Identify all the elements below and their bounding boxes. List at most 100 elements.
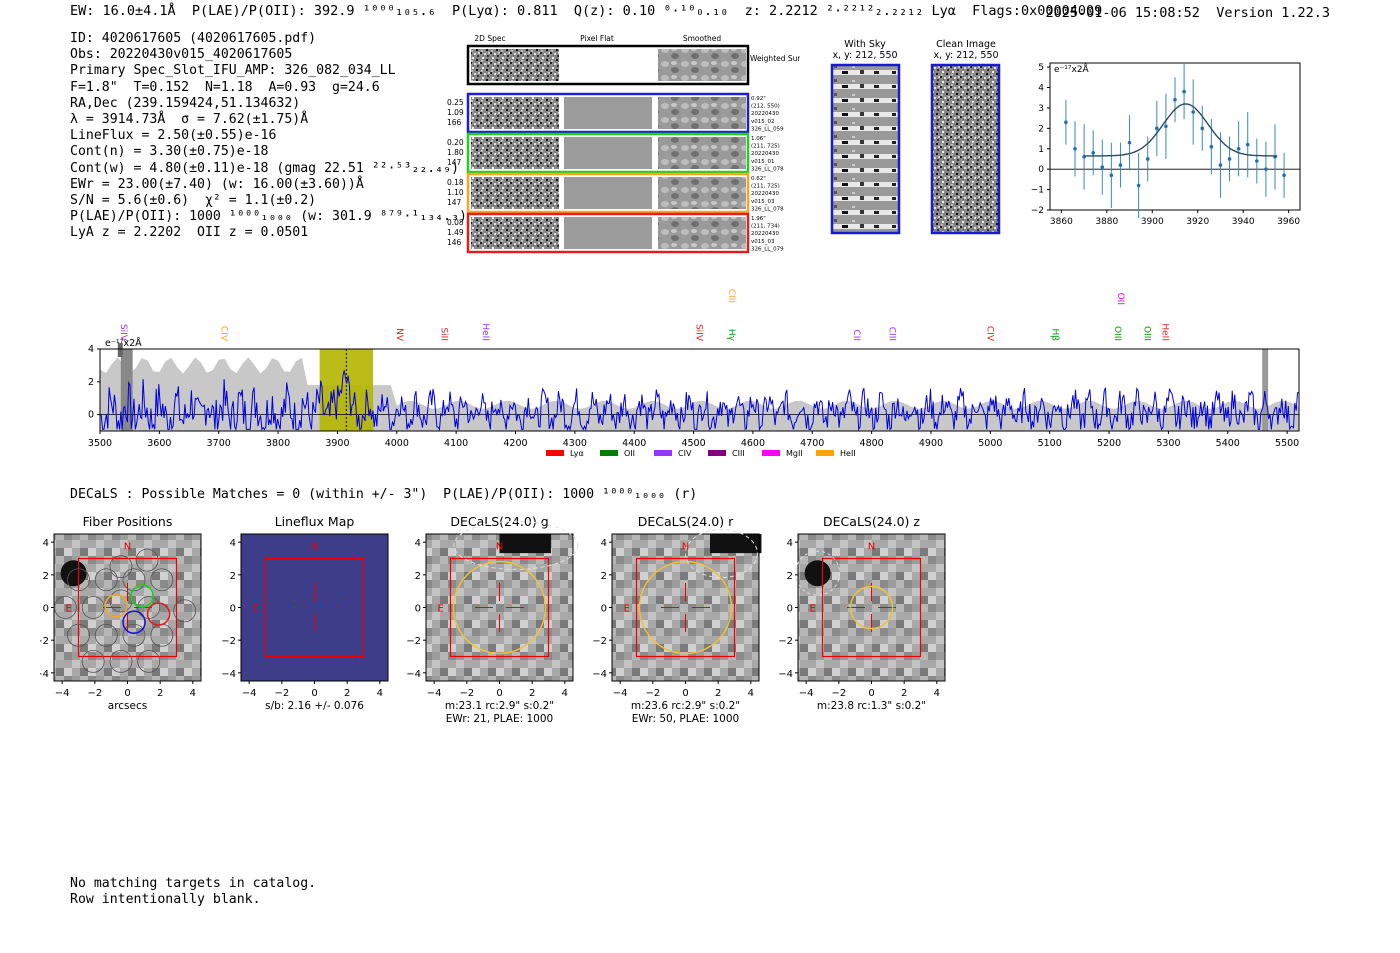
info-line: LineFlux = 2.50(±0.55)e-16 bbox=[70, 128, 277, 144]
decals-xtick-label: −4 bbox=[55, 688, 70, 699]
decals-panel-caption: EWr: 21, PLAE: 1000 bbox=[446, 713, 553, 725]
spectrum-xtick-label: 5400 bbox=[1216, 438, 1240, 449]
decals-xtick-label: −2 bbox=[459, 688, 474, 699]
zoom-xtick-label: 3940 bbox=[1232, 217, 1255, 227]
cutout-row-meta: v015_03 bbox=[751, 199, 775, 205]
decals-panels: Fiber Positions N E 4 2 0 −2 −4 −4 −2 0 2 4 arcsecs Li… bbox=[40, 514, 946, 725]
zoom-data-point bbox=[1218, 163, 1223, 167]
bright-source bbox=[710, 534, 762, 554]
zoom-data-point bbox=[1182, 89, 1186, 94]
zoom-line-fit-plot: 5 4 3 2 1 0 −1 −2 3860 3880 3900 3920 3940 3960 e⁻¹⁷x2… bbox=[1031, 62, 1301, 227]
zoom-ytick-label: 5 bbox=[1038, 63, 1044, 73]
cutout-row-meta: 326_LL_078 bbox=[751, 166, 784, 172]
spectrum-mask bbox=[1262, 349, 1269, 431]
cutout-row-stat: 1.80 bbox=[447, 148, 464, 157]
fiber-circle bbox=[137, 649, 161, 673]
fiber-circle bbox=[173, 599, 197, 623]
info-line: Primary Spec_Slot_IFU_AMP: 326_082_034_L… bbox=[70, 63, 396, 79]
decals-panel-caption: s/b: 2.16 +/- 0.076 bbox=[265, 700, 364, 712]
catalog-ellipse bbox=[684, 529, 758, 579]
header-version: Version 1.22.3 bbox=[1216, 5, 1330, 21]
zoom-ytick-label: −2 bbox=[1031, 206, 1044, 216]
spectral-line-label: OIII bbox=[1142, 326, 1152, 341]
full-spectrum-plot: 4 2 0 e⁻¹⁷x2Å 3500 3600 3700 3800 3900 4000 4100 42… bbox=[88, 289, 1300, 458]
spectrum-ytick-label: 0 bbox=[88, 410, 94, 421]
decals-ytick-label: 0 bbox=[787, 604, 793, 615]
zoom-xtick-label: 3880 bbox=[1095, 217, 1118, 227]
fiber-cutouts: 2D Spec Pixel Flat Smoothed Weighted Sum… bbox=[447, 34, 800, 254]
info-line: Obs: 20220430v015_4020617605 bbox=[70, 47, 293, 63]
north-label: N bbox=[868, 541, 875, 552]
decals-panel-caption: m:23.6 rc:2.9" s:0.2" bbox=[631, 700, 740, 712]
spectrum-xtick-label: 3700 bbox=[207, 438, 231, 449]
cutout-row-meta: 326_LL_059 bbox=[751, 126, 784, 132]
legend-label: Lyα bbox=[570, 449, 584, 458]
zoom-data-point bbox=[1073, 146, 1077, 151]
spectrum-xtick-label: 5200 bbox=[1097, 438, 1121, 449]
fiber-circle bbox=[122, 568, 146, 592]
cutout-smoothed bbox=[658, 217, 746, 249]
fiber-circle bbox=[135, 548, 159, 572]
zoom-data-point bbox=[1155, 126, 1159, 131]
header-summary: EW: 16.0±4.1Å P(LAE)/P(OII): 392.9 ¹⁰⁰⁰₁… bbox=[70, 3, 1103, 19]
zoom-yunit: e⁻¹⁷x2Å bbox=[1054, 63, 1090, 75]
cutout-row-meta: (211, 734) bbox=[751, 224, 780, 230]
fiber-circle bbox=[67, 568, 90, 592]
cutout-header-pixelflat: Pixel Flat bbox=[580, 34, 614, 43]
decals-xtick-label: 2 bbox=[715, 688, 721, 699]
bright-source bbox=[499, 534, 551, 554]
zoom-xtick-label: 3960 bbox=[1277, 217, 1300, 227]
east-label: E bbox=[624, 604, 630, 615]
cutout-2dspec bbox=[471, 177, 559, 209]
cutout-row-stat: 0.25 bbox=[447, 98, 464, 107]
cutout-row-meta: 0.62" bbox=[751, 176, 766, 182]
weighted-sum-label: Weighted Sum bbox=[750, 54, 800, 63]
decals-ytick-label: 2 bbox=[787, 571, 793, 582]
fiber-circle-primary bbox=[130, 584, 154, 608]
decals-ytick-label: 4 bbox=[230, 538, 236, 549]
cutout-row-meta: 1.96" bbox=[751, 216, 766, 222]
decals-ytick-label: −2 bbox=[778, 636, 793, 647]
decals-xtick-label: 0 bbox=[124, 688, 130, 699]
zoom-ytick-label: 3 bbox=[1038, 104, 1044, 114]
east-label: E bbox=[810, 604, 816, 615]
decals-panel-image bbox=[241, 534, 388, 681]
decals-xtick-label: 2 bbox=[901, 688, 907, 699]
zoom-ytick-label: 0 bbox=[1038, 165, 1044, 175]
spectrum-xtick-label: 5100 bbox=[1038, 438, 1062, 449]
zoom-data-point bbox=[1091, 151, 1095, 155]
decals-xtick-label: −4 bbox=[799, 688, 814, 699]
info-line: P(LAE)/P(OII): 1000 ¹⁰⁰⁰₁₀₀₀ (w: 301.9 ⁸… bbox=[70, 209, 467, 225]
legend-swatch bbox=[654, 450, 672, 456]
decals-panel-caption: m:23.1 rc:2.9" s:0.2" bbox=[445, 700, 554, 712]
decals-panel-title: Fiber Positions bbox=[83, 514, 173, 529]
decals-panel-title: DECaLS(24.0) r bbox=[638, 514, 734, 529]
cutout-row-stat: 1.49 bbox=[447, 228, 464, 237]
decals-panel-caption: arcsecs bbox=[108, 700, 147, 712]
decals-xtick-label: −4 bbox=[613, 688, 628, 699]
cutout-pixelflat bbox=[564, 217, 652, 249]
legend-label: OII bbox=[624, 449, 635, 458]
cutout-smoothed bbox=[658, 177, 746, 209]
zoom-xtick-label: 3920 bbox=[1186, 217, 1209, 227]
legend-swatch bbox=[600, 450, 618, 456]
info-line: F=1.8" T=0.152 N=1.18 A=0.93 g=24.6 bbox=[70, 79, 380, 95]
cutout-smoothed bbox=[658, 137, 746, 169]
decals-ytick-label: −4 bbox=[406, 669, 421, 680]
spectral-line-label: Hγ bbox=[726, 329, 736, 342]
detection-info: ID: 4020617605 (4020617605.pdf) Obs: 202… bbox=[70, 31, 467, 242]
decals-ytick-label: −4 bbox=[221, 669, 236, 680]
spectrum-xtick-label: 4700 bbox=[800, 438, 824, 449]
footer-line: Row intentionally blank. bbox=[70, 891, 261, 907]
fiber-circle bbox=[81, 596, 105, 619]
cutout-header-2dspec: 2D Spec bbox=[474, 34, 505, 43]
zoom-data-point bbox=[1118, 163, 1123, 167]
decals-xtick-label: 4 bbox=[748, 688, 754, 699]
fiber-circle-primary bbox=[122, 610, 146, 634]
decals-xtick-label: 4 bbox=[562, 688, 568, 699]
spectral-line-label: CIII bbox=[726, 289, 736, 303]
zoom-ytick-label: 1 bbox=[1038, 145, 1044, 155]
cutout-2dspec bbox=[471, 217, 559, 249]
spectrum-ytick-label: 4 bbox=[88, 344, 94, 355]
cutout-pixelflat bbox=[564, 177, 652, 209]
